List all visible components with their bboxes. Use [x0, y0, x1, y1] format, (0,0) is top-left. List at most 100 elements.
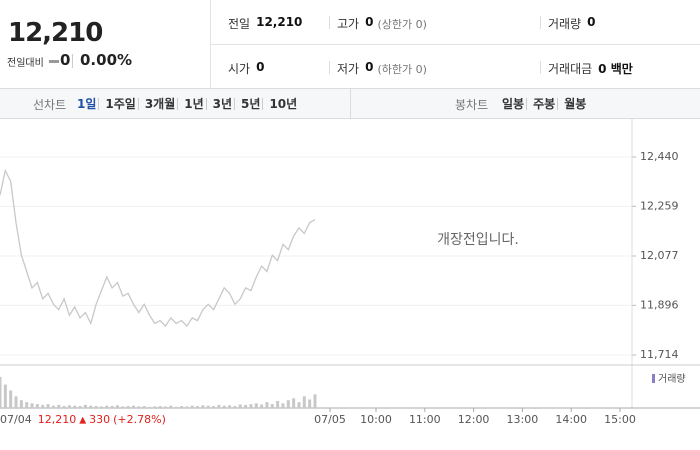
legend-swatch [652, 374, 655, 383]
y-tick-label: 11,714 [640, 348, 679, 361]
period-tab[interactable]: 5년 [241, 97, 261, 111]
volume-bar [249, 404, 253, 408]
volume-bar [292, 398, 296, 408]
separator [526, 98, 528, 110]
volume-bar [265, 402, 269, 408]
x-tick-label: 13:00 [507, 413, 539, 426]
legend-label: 거래량 [658, 373, 686, 385]
stat-note: (하한가 0) [377, 63, 427, 76]
volume-bar [313, 394, 317, 408]
tab-label: 선차트 [33, 98, 67, 112]
separator [540, 61, 541, 74]
tab-label: 봉차트 [455, 98, 489, 112]
volume-bar [302, 396, 306, 408]
separator [557, 98, 559, 110]
price: 12,210 [8, 18, 103, 48]
stat-value: 0 [587, 15, 596, 29]
prev-close-date: 07/04 [0, 413, 32, 426]
change: 0 [60, 51, 71, 69]
x-tick-label: 11:00 [409, 413, 441, 426]
period-tab[interactable]: 1일 [77, 97, 97, 111]
y-tick-label: 11,896 [640, 298, 679, 311]
stat-label: 전일 [228, 17, 251, 31]
volume-bar [158, 406, 162, 408]
period-tab[interactable]: 1년 [184, 97, 204, 111]
volume-bar [73, 405, 77, 408]
volume-bar [201, 405, 205, 408]
change-rate: 0.00% [80, 51, 133, 69]
stat-label: 시가 [228, 62, 251, 76]
volume-bar [212, 406, 216, 408]
prev-close-change: 330 [89, 413, 110, 426]
volume-bar [270, 404, 274, 408]
stat-value: 0 백만 [598, 62, 633, 76]
volume-bar [41, 404, 45, 408]
volume-bar [25, 402, 29, 408]
annotation: 개장전입니다. [437, 232, 519, 248]
volume-bar [260, 404, 264, 408]
volume-bar [126, 406, 130, 408]
y-tick-label: 12,440 [640, 150, 679, 163]
volume-bar [308, 399, 312, 408]
stat-label: 저가 [337, 62, 360, 76]
volume-bar [276, 400, 280, 408]
volume-bar [190, 405, 194, 408]
separator [234, 98, 236, 110]
volume-bar [142, 406, 146, 408]
prev-close-price: 12,210 [38, 413, 77, 426]
volume-bar [35, 404, 39, 408]
flat-icon [49, 60, 59, 63]
y-tick-label: 12,259 [640, 199, 679, 212]
x-tick-label: 14:00 [555, 413, 587, 426]
volume-bar [0, 376, 2, 408]
x-tick-label: 15:00 [604, 413, 636, 426]
volume-bar [244, 404, 248, 408]
volume-bar [254, 403, 258, 408]
period-tab[interactable]: 1주일 [105, 97, 136, 111]
stat-value: 0 [365, 60, 374, 74]
volume-bar [153, 406, 157, 408]
volume-bar [169, 405, 173, 408]
period-tab[interactable]: 3개월 [144, 97, 176, 111]
volume-bar [233, 406, 237, 408]
period-tab[interactable]: 3년 [212, 97, 233, 111]
volume-bar [131, 405, 135, 408]
volume-bar [217, 404, 221, 408]
volume-bar [185, 406, 189, 408]
stat-value: 0 [365, 15, 374, 29]
stat-value: 0 [256, 60, 265, 74]
stat-value: 12,210 [256, 15, 303, 29]
volume-bar [89, 405, 93, 408]
chart: 12,440 12,259 12,077 11,896 11,714 개장전입니다. 거래량… [0, 119, 700, 426]
volume-bar [30, 403, 34, 408]
separator [137, 98, 139, 110]
volume-bar [222, 405, 226, 408]
volume-bar [180, 406, 184, 408]
price-line [0, 168, 316, 328]
stat-note: (상한가 0) [377, 18, 427, 31]
volume-bar [286, 400, 290, 408]
volume-bar [281, 403, 285, 408]
x-tick-label: 07/05 [314, 413, 346, 426]
change-label: 전일대비 [7, 58, 44, 69]
volume-bar [62, 406, 66, 408]
volume-bar [206, 405, 210, 408]
separator [262, 98, 264, 110]
volume-bar [228, 405, 232, 408]
candle-tab[interactable]: 월봉 [564, 97, 587, 111]
period-tab[interactable]: 10년 [269, 97, 298, 111]
volume-bar [297, 402, 301, 408]
divider [350, 89, 351, 118]
volume-bar [164, 406, 168, 408]
candle-tab[interactable]: 일봉 [502, 97, 525, 111]
stat-label: 거래량 [548, 17, 582, 31]
x-tick-label: 10:00 [360, 413, 392, 426]
volume-bar [67, 405, 71, 408]
volume-bar [51, 405, 55, 408]
volume-bar [110, 406, 114, 408]
volume-bar [3, 384, 7, 408]
volume-bar [115, 405, 119, 408]
candle-tab[interactable]: 주봉 [533, 97, 556, 111]
volume-bar [174, 406, 178, 408]
separator [329, 61, 330, 74]
